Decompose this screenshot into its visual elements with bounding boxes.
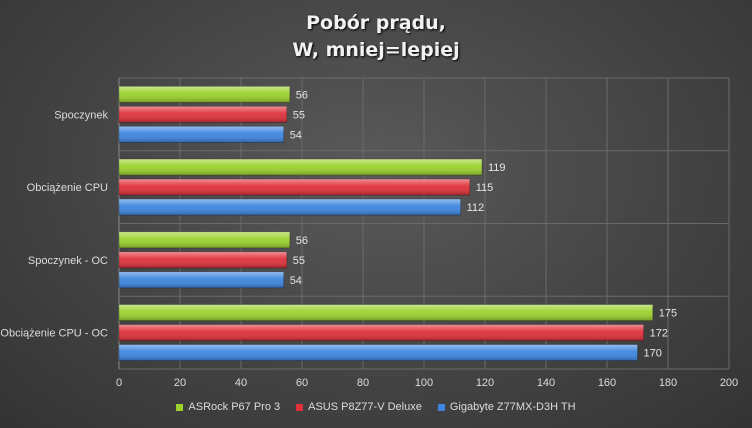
x-tick-label-180: 180 [659,377,677,389]
legend-swatch-gigabyte [437,403,445,411]
x-tick-label-100: 100 [415,377,433,389]
bar-shine-2-1 [119,251,287,268]
x-tick-label-160: 160 [598,377,616,389]
legend-item-asrock: ASRock P67 Pro 3 [176,401,280,413]
x-tick-label-40: 40 [235,377,247,389]
bar-shine-3-0 [119,304,653,321]
bar-shine-0-0 [119,86,290,103]
legend-label-gigabyte: Gigabyte Z77MX-D3H TH [449,401,576,413]
x-tick-label-60: 60 [296,377,308,389]
legend-label-asrock: ASRock P67 Pro 3 [188,401,281,413]
bar-shine-3-1 [119,324,644,341]
x-tick-label-20: 20 [174,377,186,389]
data-label-3-1: 172 [650,328,668,340]
data-label-1-1: 115 [476,182,494,194]
bar-shine-2-2 [119,271,284,288]
data-label-3-2: 170 [644,348,662,360]
data-label-2-0: 56 [296,235,308,247]
bar-shine-3-2 [119,344,638,361]
legend-label-asus: ASUS P8Z77-V Deluxe [308,401,422,413]
data-label-3-0: 175 [659,308,677,320]
data-label-0-1: 55 [293,109,305,121]
category-label-2: Spoczynek - OC [28,255,108,267]
bar-shine-1-0 [119,159,482,176]
data-label-1-0: 119 [488,162,506,174]
chart-title-line-1: Pobór prądu, [306,12,446,34]
legend-item-asus: ASUS P8Z77-V Deluxe [296,401,422,413]
x-tick-label-120: 120 [476,377,494,389]
x-tick-label-200: 200 [720,377,738,389]
chart-title-line-2: W, mniej=lepiej [292,39,460,61]
x-tick-label-140: 140 [537,377,555,389]
bar-shine-0-2 [119,126,284,143]
chart-title: Pobór prądu, W, mniej=lepiej [0,10,752,64]
legend-swatch-asus [296,403,304,411]
data-label-2-2: 54 [290,275,302,287]
x-tick-label-80: 80 [357,377,369,389]
category-label-1: Obciążenie CPU [27,182,108,194]
legend-swatch-asrock [176,403,184,411]
bar-shine-1-2 [119,199,461,216]
bar-shine-0-1 [119,106,287,123]
legend: ASRock P67 Pro 3 ASUS P8Z77-V Deluxe Gig… [0,401,752,413]
data-label-0-0: 56 [296,89,308,101]
bar-shine-1-1 [119,179,470,196]
bar-shine-2-0 [119,231,290,248]
data-label-1-2: 112 [467,202,485,214]
data-label-0-2: 54 [290,129,302,141]
category-label-3: Obciążenie CPU - OC [0,328,108,340]
data-label-2-1: 55 [293,255,305,267]
x-tick-label-0: 0 [116,377,122,389]
category-label-0: Spoczynek [54,109,108,121]
legend-item-gigabyte: Gigabyte Z77MX-D3H TH [437,401,576,413]
